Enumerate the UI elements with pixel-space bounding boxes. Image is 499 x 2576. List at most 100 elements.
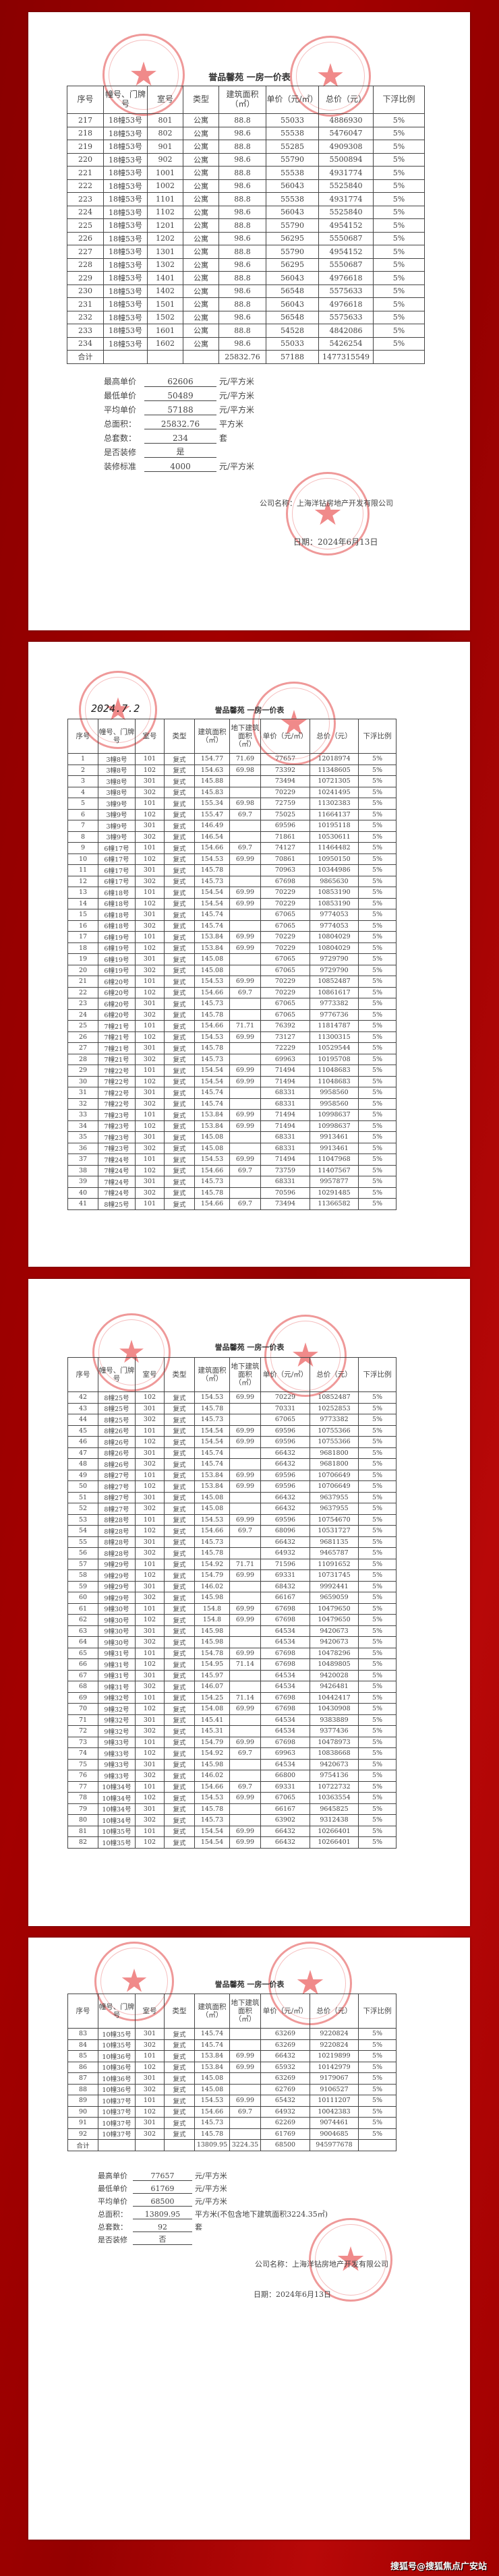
table-row: 20 6幢19号 302 复式 145.08 67065 9729790 5% <box>67 964 397 976</box>
table-cell: 154.54 <box>194 1075 230 1087</box>
table-cell: 90 <box>67 2105 98 2118</box>
table-cell: 98.6 <box>218 336 266 351</box>
table-cell: 226 <box>67 231 104 245</box>
table-row: 43 8幢25号 301 复式 145.78 70331 10252853 5% <box>67 1402 397 1414</box>
table-cell: 8幢27号 <box>98 1480 136 1493</box>
table-cell: 87 <box>67 2072 98 2085</box>
table-cell: 复式 <box>164 1525 195 1537</box>
table-cell: 145.78 <box>194 1042 230 1054</box>
price-table: 序号 幢号、门牌号 室号 类型 建筑面积（㎡） 地下建筑面积（㎡） 单价（元/㎡） 总价（元）… <box>67 719 397 1210</box>
table-cell: 69963 <box>260 1747 310 1760</box>
table-cell: 55790 <box>266 218 319 233</box>
table-cell: 73759 <box>260 1164 310 1176</box>
table-cell: 11348605 <box>310 764 359 776</box>
table-cell: 146.07 <box>194 1681 230 1693</box>
table-cell: 9865630 <box>310 875 359 887</box>
table-cell: 55033 <box>266 336 319 351</box>
table-cell: 30 <box>67 1075 98 1087</box>
table-cell: 70 <box>67 1703 98 1715</box>
table-cell <box>229 786 261 798</box>
table-cell: 5% <box>358 1770 397 1782</box>
stat-label: 装修标准 <box>104 462 137 471</box>
table-cell: 1 <box>67 753 98 765</box>
stat-line: 总套数： 92 套 <box>98 2219 328 2232</box>
table-cell: 复式 <box>164 1142 195 1154</box>
table-cell: 10幢34号 <box>98 1814 136 1826</box>
table-cell: 10142979 <box>310 2061 359 2073</box>
table-cell: 145.73 <box>194 2117 230 2129</box>
table-cell: 302 <box>135 2039 165 2051</box>
stat-unit: 元/平方米 <box>219 391 255 400</box>
column-header: 总价（元） <box>310 719 359 754</box>
table-cell: 5% <box>358 1592 397 1604</box>
table-row: 27 7幢21号 301 复式 145.78 72229 10529544 5% <box>67 1042 397 1054</box>
table-cell: 63902 <box>260 1814 310 1826</box>
table-cell: 301 <box>135 1669 165 1681</box>
table-cell: 101 <box>135 1020 165 1032</box>
table-cell: 10幢36号 <box>98 2050 136 2062</box>
table-cell: 19 <box>67 953 98 965</box>
column-header: 下浮比例 <box>358 719 397 754</box>
table-cell: 复式 <box>164 1580 195 1592</box>
table-cell: 9992441 <box>310 1580 359 1592</box>
table-cell: 5% <box>358 2128 397 2140</box>
table-cell: 154.54 <box>194 1436 230 1448</box>
table-cell <box>229 1402 261 1414</box>
table-row: 48 8幢26号 302 复式 145.74 66432 9681800 5% <box>67 1458 397 1470</box>
table-cell: 8幢26号 <box>98 1436 136 1448</box>
table-cell: 5% <box>358 1425 397 1437</box>
table-cell: 68331 <box>260 1087 310 1099</box>
table-cell <box>229 1458 261 1470</box>
table-cell: 69.7 <box>229 1780 261 1793</box>
table-cell: 56043 <box>266 205 319 219</box>
stat-label: 最高单价 <box>98 2171 127 2180</box>
table-cell: 18幢53号 <box>103 231 148 245</box>
table-cell: 101 <box>135 2050 165 2062</box>
table-row: 10 6幢17号 102 复式 154.53 69.99 70861 10950150 5% <box>67 853 397 865</box>
table-cell: 5426254 <box>318 336 374 351</box>
table-cell: 70229 <box>260 986 310 998</box>
table-cell: 154.54 <box>194 1065 230 1077</box>
table-cell: 57188 <box>266 350 319 364</box>
table-cell: 88 <box>67 2083 98 2095</box>
table-cell: 69.99 <box>229 1154 261 1166</box>
table-cell: 复式 <box>164 1602 195 1615</box>
table-cell: 5% <box>358 1447 397 1459</box>
table-cell: 102 <box>135 1075 165 1087</box>
table-cell: 7幢23号 <box>98 1131 136 1143</box>
table-cell: 21 <box>67 976 98 988</box>
table-cell: 25 <box>67 1020 98 1032</box>
table-row: 226 18幢53号 1202 公寓 98.6 56295 5550687 5% <box>67 231 425 245</box>
table-cell: 52 <box>67 1503 98 1515</box>
table-cell: 9幢31号 <box>98 1669 136 1681</box>
table-cell: 复式 <box>164 764 195 776</box>
table-cell: 66432 <box>260 1491 310 1503</box>
stat-label: 平均单价 <box>98 2197 127 2206</box>
table-cell: 5% <box>358 1164 397 1176</box>
table-cell: 1201 <box>147 218 183 233</box>
table-cell: 56548 <box>266 310 319 324</box>
table-cell: 67698 <box>260 1647 310 1659</box>
table-cell: 7幢21号 <box>98 1042 136 1054</box>
table-cell: 10998637 <box>310 1120 359 1132</box>
table-cell: 219 <box>67 140 104 154</box>
table-cell: 5% <box>358 1747 397 1760</box>
column-header: 室号 <box>147 86 183 114</box>
table-cell: 公寓 <box>183 336 219 351</box>
stat-line: 最低单价 61769 元/平方米 <box>98 2181 328 2194</box>
table-cell: 9383889 <box>310 1714 359 1726</box>
column-header: 单价（元/㎡） <box>266 86 319 114</box>
table-cell: 9773382 <box>310 998 359 1010</box>
table-cell: 6幢19号 <box>98 931 136 943</box>
table-cell: 145.08 <box>194 2083 230 2095</box>
table-header: 序号 幢号、门牌号 室号 类型 建筑面积（㎡） 单价（元/㎡） 总价（元） 下浮比例 <box>67 86 425 114</box>
table-cell: 65932 <box>260 2061 310 2073</box>
table-cell: 5% <box>358 1691 397 1704</box>
table-cell: 5% <box>373 336 425 351</box>
column-header: 幢号、门牌号 <box>103 86 148 114</box>
table-cell: 145.97 <box>194 1669 230 1681</box>
table-cell: 4976618 <box>318 271 374 285</box>
table-cell: 1501 <box>147 297 183 311</box>
table-header: 序号 幢号、门牌号 室号 类型 建筑面积（㎡） 地下建筑面积（㎡） 单价（元/㎡） 总价（元）… <box>67 1994 397 2029</box>
table-cell: 69.99 <box>229 2061 261 2073</box>
